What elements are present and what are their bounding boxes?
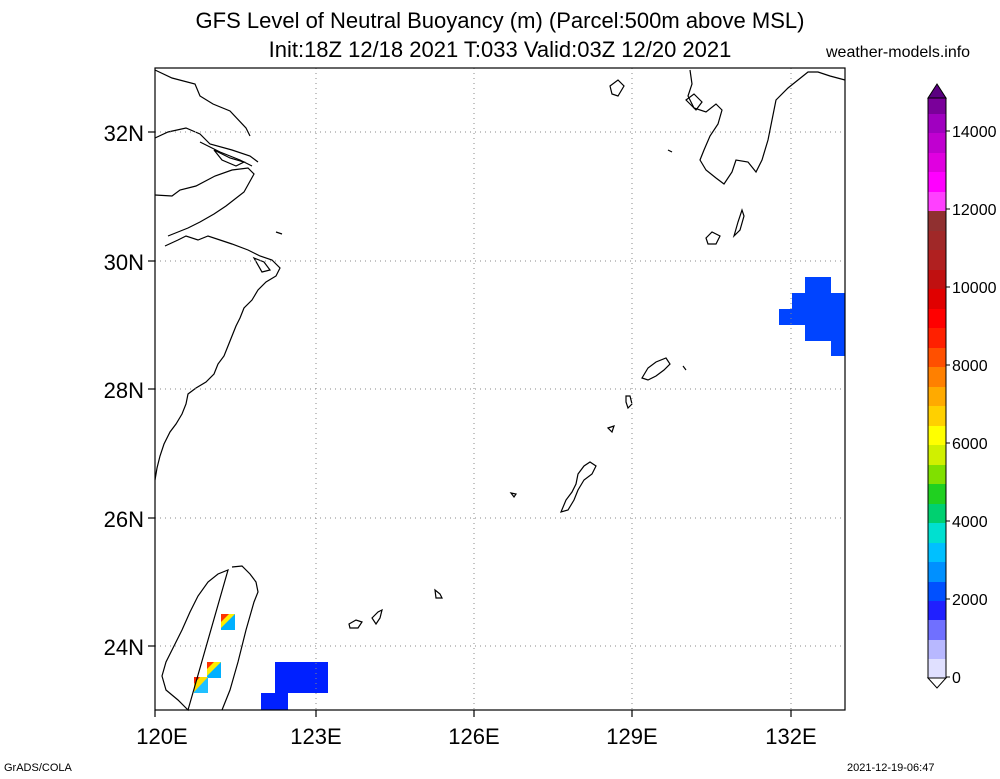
- lon-label-129e: 129E: [606, 724, 657, 749]
- lat-label-32n: 32N: [104, 121, 144, 146]
- small-island-a: [275, 231, 283, 235]
- island-ryukyu-6: [625, 395, 633, 410]
- yakushima: [705, 231, 721, 245]
- hangzhou-bay-north: [154, 167, 255, 237]
- colorbar-ticks: [946, 130, 950, 678]
- goto-island: [609, 79, 625, 97]
- footer-software: GrADS/COLA: [4, 762, 72, 774]
- colorbar-segments: [928, 98, 946, 678]
- footer-timestamp: 2021-12-19-06:47: [847, 762, 935, 774]
- colorbar-label-10000: 10000: [952, 280, 997, 297]
- amami-island: [641, 357, 671, 381]
- kyushu-coast: [687, 69, 846, 185]
- map-title: GFS Level of Neutral Buoyancy (m) (Parce…: [195, 8, 805, 33]
- lat-label-24n: 24N: [104, 635, 144, 660]
- estuary-inner: [199, 141, 253, 167]
- site-credit: weather-models.info: [826, 44, 971, 61]
- axis-ticks: [148, 131, 792, 717]
- island-ryukyu-2: [371, 608, 383, 626]
- coastlines: [154, 69, 846, 712]
- coast-north: [154, 69, 251, 137]
- colorbar-label-0: 0: [952, 670, 961, 687]
- okinawa-island: [559, 461, 597, 513]
- lat-label-28n: 28N: [104, 378, 144, 403]
- island-ryukyu-7: [682, 365, 687, 371]
- yangtze-estuary: [154, 127, 259, 163]
- colorbar-bottom-arrow: [926, 677, 948, 689]
- lon-labels: 120E 123E 126E 129E 132E: [136, 724, 816, 749]
- lon-label-120e: 120E: [136, 724, 187, 749]
- island-kyushu-small: [667, 149, 673, 153]
- buoyancy-field: [194, 277, 845, 710]
- lat-label-30n: 30N: [104, 250, 144, 275]
- lat-labels: 32N 30N 28N 26N 24N: [104, 121, 144, 660]
- colorbar: 14000 12000 10000 8000 6000 4000 2000 0: [926, 83, 997, 689]
- map-subtitle: Init:18Z 12/18 2021 T:033 Valid:03Z 12/2…: [268, 37, 732, 62]
- colorbar-label-14000: 14000: [952, 124, 997, 141]
- lon-label-123e: 123E: [290, 724, 341, 749]
- blob-east: [779, 277, 845, 356]
- lon-label-132e: 132E: [765, 724, 816, 749]
- colorbar-label-2000: 2000: [952, 592, 988, 609]
- colorbar-label-6000: 6000: [952, 436, 988, 453]
- island-ryukyu-3: [434, 588, 443, 599]
- island-ryukyu-5: [606, 425, 615, 434]
- colorbar-label-4000: 4000: [952, 514, 988, 531]
- colorbar-label-12000: 12000: [952, 202, 997, 219]
- lat-label-26n: 26N: [104, 507, 144, 532]
- island-ryukyu-4: [509, 492, 517, 499]
- lon-label-126e: 126E: [448, 724, 499, 749]
- colorbar-frame: [927, 97, 947, 679]
- colorbar-label-8000: 8000: [952, 358, 988, 375]
- colorbar-labels: 14000 12000 10000 8000 6000 4000 2000 0: [952, 124, 997, 687]
- graticule: [155, 68, 845, 710]
- taiwan-island: [161, 565, 259, 712]
- blob-south-b: [261, 693, 288, 710]
- chongming-island: [213, 149, 246, 167]
- blob-south-a: [275, 662, 328, 693]
- amakusa-island: [685, 93, 703, 111]
- tanegashima: [732, 208, 745, 239]
- taiwan-cells: [194, 614, 235, 693]
- zhoushan-island: [252, 256, 272, 273]
- island-ryukyu-1: [348, 619, 363, 629]
- zhejiang-coast: [154, 235, 281, 481]
- colorbar-top-arrow: [927, 83, 947, 99]
